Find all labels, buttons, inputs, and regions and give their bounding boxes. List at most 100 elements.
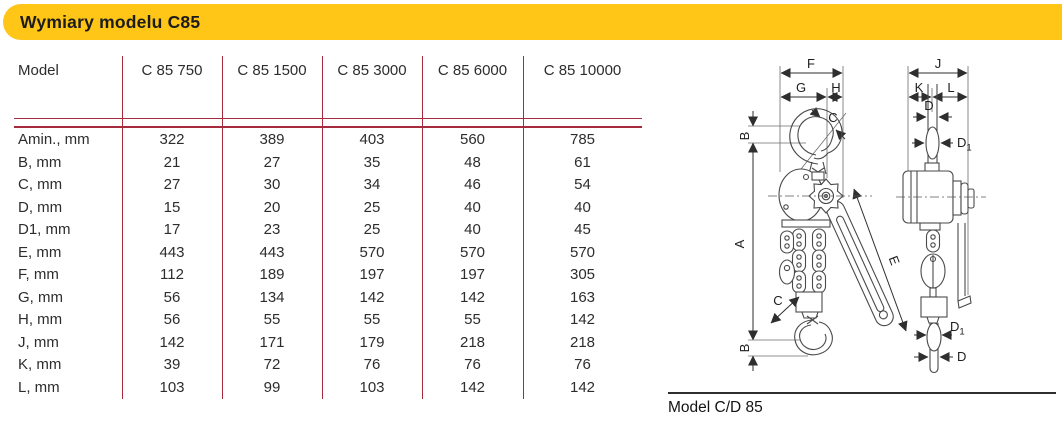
value-cell: 76 bbox=[574, 356, 591, 373]
bottom-hook bbox=[794, 291, 833, 356]
diagram-caption: Model C/D 85 bbox=[668, 399, 763, 416]
table-row: D1, mm 17 23 25 40 45 bbox=[14, 219, 642, 242]
value-cell: 76 bbox=[464, 356, 481, 373]
dim-label-d1-top: D1 bbox=[957, 135, 972, 154]
dim-label-b-bottom: B bbox=[737, 344, 752, 353]
row-label: Amin., mm bbox=[18, 131, 90, 148]
column-divider bbox=[422, 56, 424, 399]
value-cell: 40 bbox=[464, 221, 481, 238]
row-label: J, mm bbox=[18, 333, 59, 351]
header-divider-top bbox=[14, 118, 642, 120]
value-cell: 39 bbox=[163, 356, 181, 373]
value-cell: 163 bbox=[569, 288, 596, 306]
value-cell: 20 bbox=[263, 198, 281, 216]
value-cell: 55 bbox=[363, 311, 381, 328]
value-cell: 142 bbox=[459, 378, 486, 396]
value-cell: 389 bbox=[259, 131, 285, 148]
column-header: C 85 1500 bbox=[237, 62, 307, 79]
row-label: C, mm bbox=[18, 176, 63, 193]
value-cell: 171 bbox=[259, 333, 285, 351]
dim-label-g: G bbox=[796, 80, 806, 95]
value-cell: 56 bbox=[163, 288, 181, 306]
column-divider bbox=[523, 56, 525, 399]
value-cell: 197 bbox=[459, 266, 486, 283]
value-cell: 218 bbox=[459, 333, 486, 351]
row-label: K, mm bbox=[18, 356, 62, 373]
value-cell: 27 bbox=[263, 153, 281, 171]
value-cell: 25 bbox=[363, 221, 381, 238]
value-cell: 30 bbox=[263, 176, 281, 193]
table-row: Amin., mm 322 389 403 560 785 bbox=[14, 129, 642, 152]
bottom-chain-side bbox=[920, 229, 948, 374]
dimensions-table: Model C 85 750 C 85 1500 C 85 3000 C 85 600… bbox=[14, 56, 642, 402]
value-cell: 560 bbox=[459, 131, 486, 148]
value-cell: 197 bbox=[359, 266, 385, 283]
value-cell: 25 bbox=[363, 198, 381, 216]
value-cell: 189 bbox=[259, 266, 285, 283]
column-divider bbox=[122, 56, 124, 399]
table-row: C, mm 27 30 34 46 54 bbox=[14, 174, 642, 197]
dim-label-e: E bbox=[886, 254, 903, 268]
header-divider-bottom bbox=[14, 125, 642, 128]
hoist-body bbox=[768, 168, 872, 228]
dim-label-c-bottom: C bbox=[773, 293, 782, 308]
dim-label-d-bottom: D bbox=[957, 349, 966, 364]
dim-label-b-top: B bbox=[737, 132, 752, 141]
table-row: J, mm 142 171 179 218 218 bbox=[14, 332, 642, 355]
column-divider bbox=[322, 56, 324, 399]
table-body: Amin., mm 322 389 403 560 785 B, mm 21 27 35 48 61 C… bbox=[14, 129, 642, 399]
value-cell: 76 bbox=[363, 356, 381, 373]
dim-label-j: J bbox=[935, 56, 942, 71]
caption-rule bbox=[668, 392, 1056, 394]
load-chains bbox=[778, 228, 827, 294]
column-header: C 85 10000 bbox=[543, 62, 622, 79]
row-label: D1, mm bbox=[18, 221, 71, 238]
value-cell: 112 bbox=[160, 266, 184, 283]
column-header: C 85 6000 bbox=[437, 62, 508, 79]
value-cell: 27 bbox=[163, 176, 181, 193]
value-cell: 55 bbox=[263, 311, 281, 328]
row-label: L, mm bbox=[18, 378, 60, 396]
row-label: G, mm bbox=[18, 288, 63, 306]
hoist-body-side bbox=[896, 162, 986, 231]
value-cell: 570 bbox=[569, 243, 596, 261]
row-label: B, mm bbox=[18, 153, 62, 171]
lever-side bbox=[957, 223, 972, 309]
value-cell: 142 bbox=[569, 378, 596, 396]
side-view: J K L D D1 bbox=[896, 56, 986, 374]
value-cell: 40 bbox=[574, 198, 591, 216]
value-cell: 17 bbox=[163, 221, 181, 238]
value-cell: 305 bbox=[569, 266, 596, 283]
dim-label-d-top: D bbox=[924, 98, 933, 113]
dim-label-a: A bbox=[732, 239, 747, 248]
value-cell: 46 bbox=[464, 176, 481, 193]
row-label: D, mm bbox=[18, 198, 63, 216]
value-cell: 322 bbox=[159, 131, 185, 148]
value-cell: 55 bbox=[464, 311, 481, 328]
table-row: H, mm 56 55 55 55 142 bbox=[14, 309, 642, 332]
table-row: B, mm 21 27 35 48 61 bbox=[14, 152, 642, 175]
table-header-row: Model C 85 750 C 85 1500 C 85 3000 C 85 600… bbox=[14, 56, 642, 79]
value-cell: 15 bbox=[163, 198, 181, 216]
value-cell: 21 bbox=[163, 153, 181, 171]
table-row: L, mm 103 99 103 142 142 bbox=[14, 377, 642, 400]
value-cell: 103 bbox=[159, 378, 185, 396]
table-row: G, mm 56 134 142 142 163 bbox=[14, 287, 642, 310]
front-view: F G H B A B C E bbox=[732, 56, 908, 371]
value-cell: 142 bbox=[159, 333, 185, 351]
technical-drawing: F G H B A B C E bbox=[732, 56, 986, 374]
value-cell: 23 bbox=[263, 221, 281, 238]
value-cell: 403 bbox=[359, 131, 385, 148]
value-cell: 218 bbox=[569, 333, 596, 351]
title-bar: Wymiary modelu C85 bbox=[3, 4, 1062, 40]
value-cell: 179 bbox=[359, 333, 385, 351]
dim-label-d1-bottom: D1 bbox=[950, 319, 965, 338]
dim-label-k: K bbox=[915, 80, 924, 95]
column-header-model: Model bbox=[18, 62, 59, 79]
value-cell: 443 bbox=[159, 243, 185, 261]
dim-label-c-top: C bbox=[828, 110, 837, 125]
value-cell: 134 bbox=[259, 288, 285, 306]
value-cell: 785 bbox=[569, 131, 596, 148]
column-divider bbox=[222, 56, 224, 399]
table-row: E, mm 443 443 570 570 570 bbox=[14, 242, 642, 265]
